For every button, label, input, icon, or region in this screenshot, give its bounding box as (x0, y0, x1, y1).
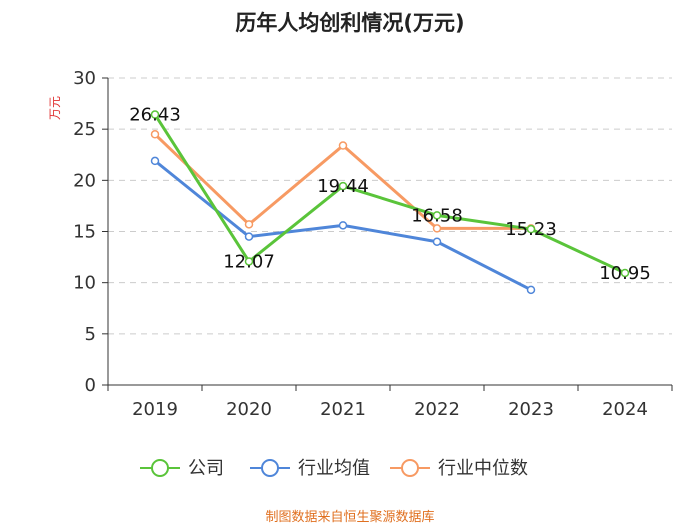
x-tick-label-2023: 2023 (508, 399, 554, 420)
point-1-2023 (526, 285, 536, 295)
point-0-2022 (432, 211, 442, 220)
legend-marker-1 (261, 459, 279, 477)
x-tick-label-2020: 2020 (226, 399, 272, 420)
data-label-2024: 10.95 (599, 263, 651, 284)
data-labels: 26.43 12.07 19.44 16.58 15.23 10.95 (129, 105, 651, 284)
point-0-2019 (150, 110, 160, 119)
legend[interactable]: 公司 行业均值 行业中位数 (140, 458, 528, 479)
y-tick-label-10: 10 (73, 273, 96, 294)
point-2-2021 (338, 141, 348, 150)
y-axis-unit: 万元 (48, 96, 62, 120)
point-1-2019 (150, 156, 160, 166)
point-2-2022 (432, 224, 442, 233)
point-2-2020 (244, 220, 254, 229)
legend-marker-0 (151, 459, 169, 477)
point-0-2023 (526, 224, 536, 234)
point-1-2022 (432, 237, 442, 246)
grid-lines (108, 77, 672, 335)
series-line-0 (153, 113, 626, 275)
axes: 0 5 10 15 20 25 30 2019 2020 2021 2022 2023 2024 (73, 68, 673, 420)
series (150, 110, 630, 295)
data-label-2020: 12.07 (223, 251, 275, 272)
legend-label-2: 行业中位数 (438, 458, 528, 479)
x-tick-label-2019: 2019 (132, 399, 178, 420)
data-label-2019: 26.43 (129, 105, 181, 126)
point-2-2019 (150, 130, 160, 139)
data-label-2021: 19.44 (317, 176, 369, 197)
legend-label-0: 公司 (188, 458, 224, 479)
y-tick-label-25: 25 (73, 119, 96, 140)
y-tick-label-30: 30 (73, 68, 96, 89)
chart-title: 历年人均创利情况(万元) (235, 11, 464, 35)
x-tick-label-2022: 2022 (414, 399, 460, 420)
data-label-2023: 15.23 (505, 219, 557, 240)
x-tick-label-2021: 2021 (320, 399, 366, 420)
legend-marker-2 (401, 459, 419, 477)
source-note: 制图数据来自恒生聚源数据库 (265, 509, 434, 525)
legend-label-1: 行业均值 (298, 458, 370, 479)
point-0-2024 (620, 268, 630, 278)
x-tick-label-2024: 2024 (602, 399, 648, 420)
y-tick-label-20: 20 (73, 170, 96, 191)
point-0-2021 (338, 181, 348, 191)
y-tick-label-15: 15 (73, 222, 96, 243)
point-0-2020 (244, 257, 254, 266)
y-tick-label-5: 5 (85, 324, 96, 345)
y-tick-label-0: 0 (85, 375, 96, 396)
data-label-2022: 16.58 (411, 205, 463, 226)
point-1-2020 (244, 232, 254, 241)
point-1-2021 (338, 221, 348, 230)
